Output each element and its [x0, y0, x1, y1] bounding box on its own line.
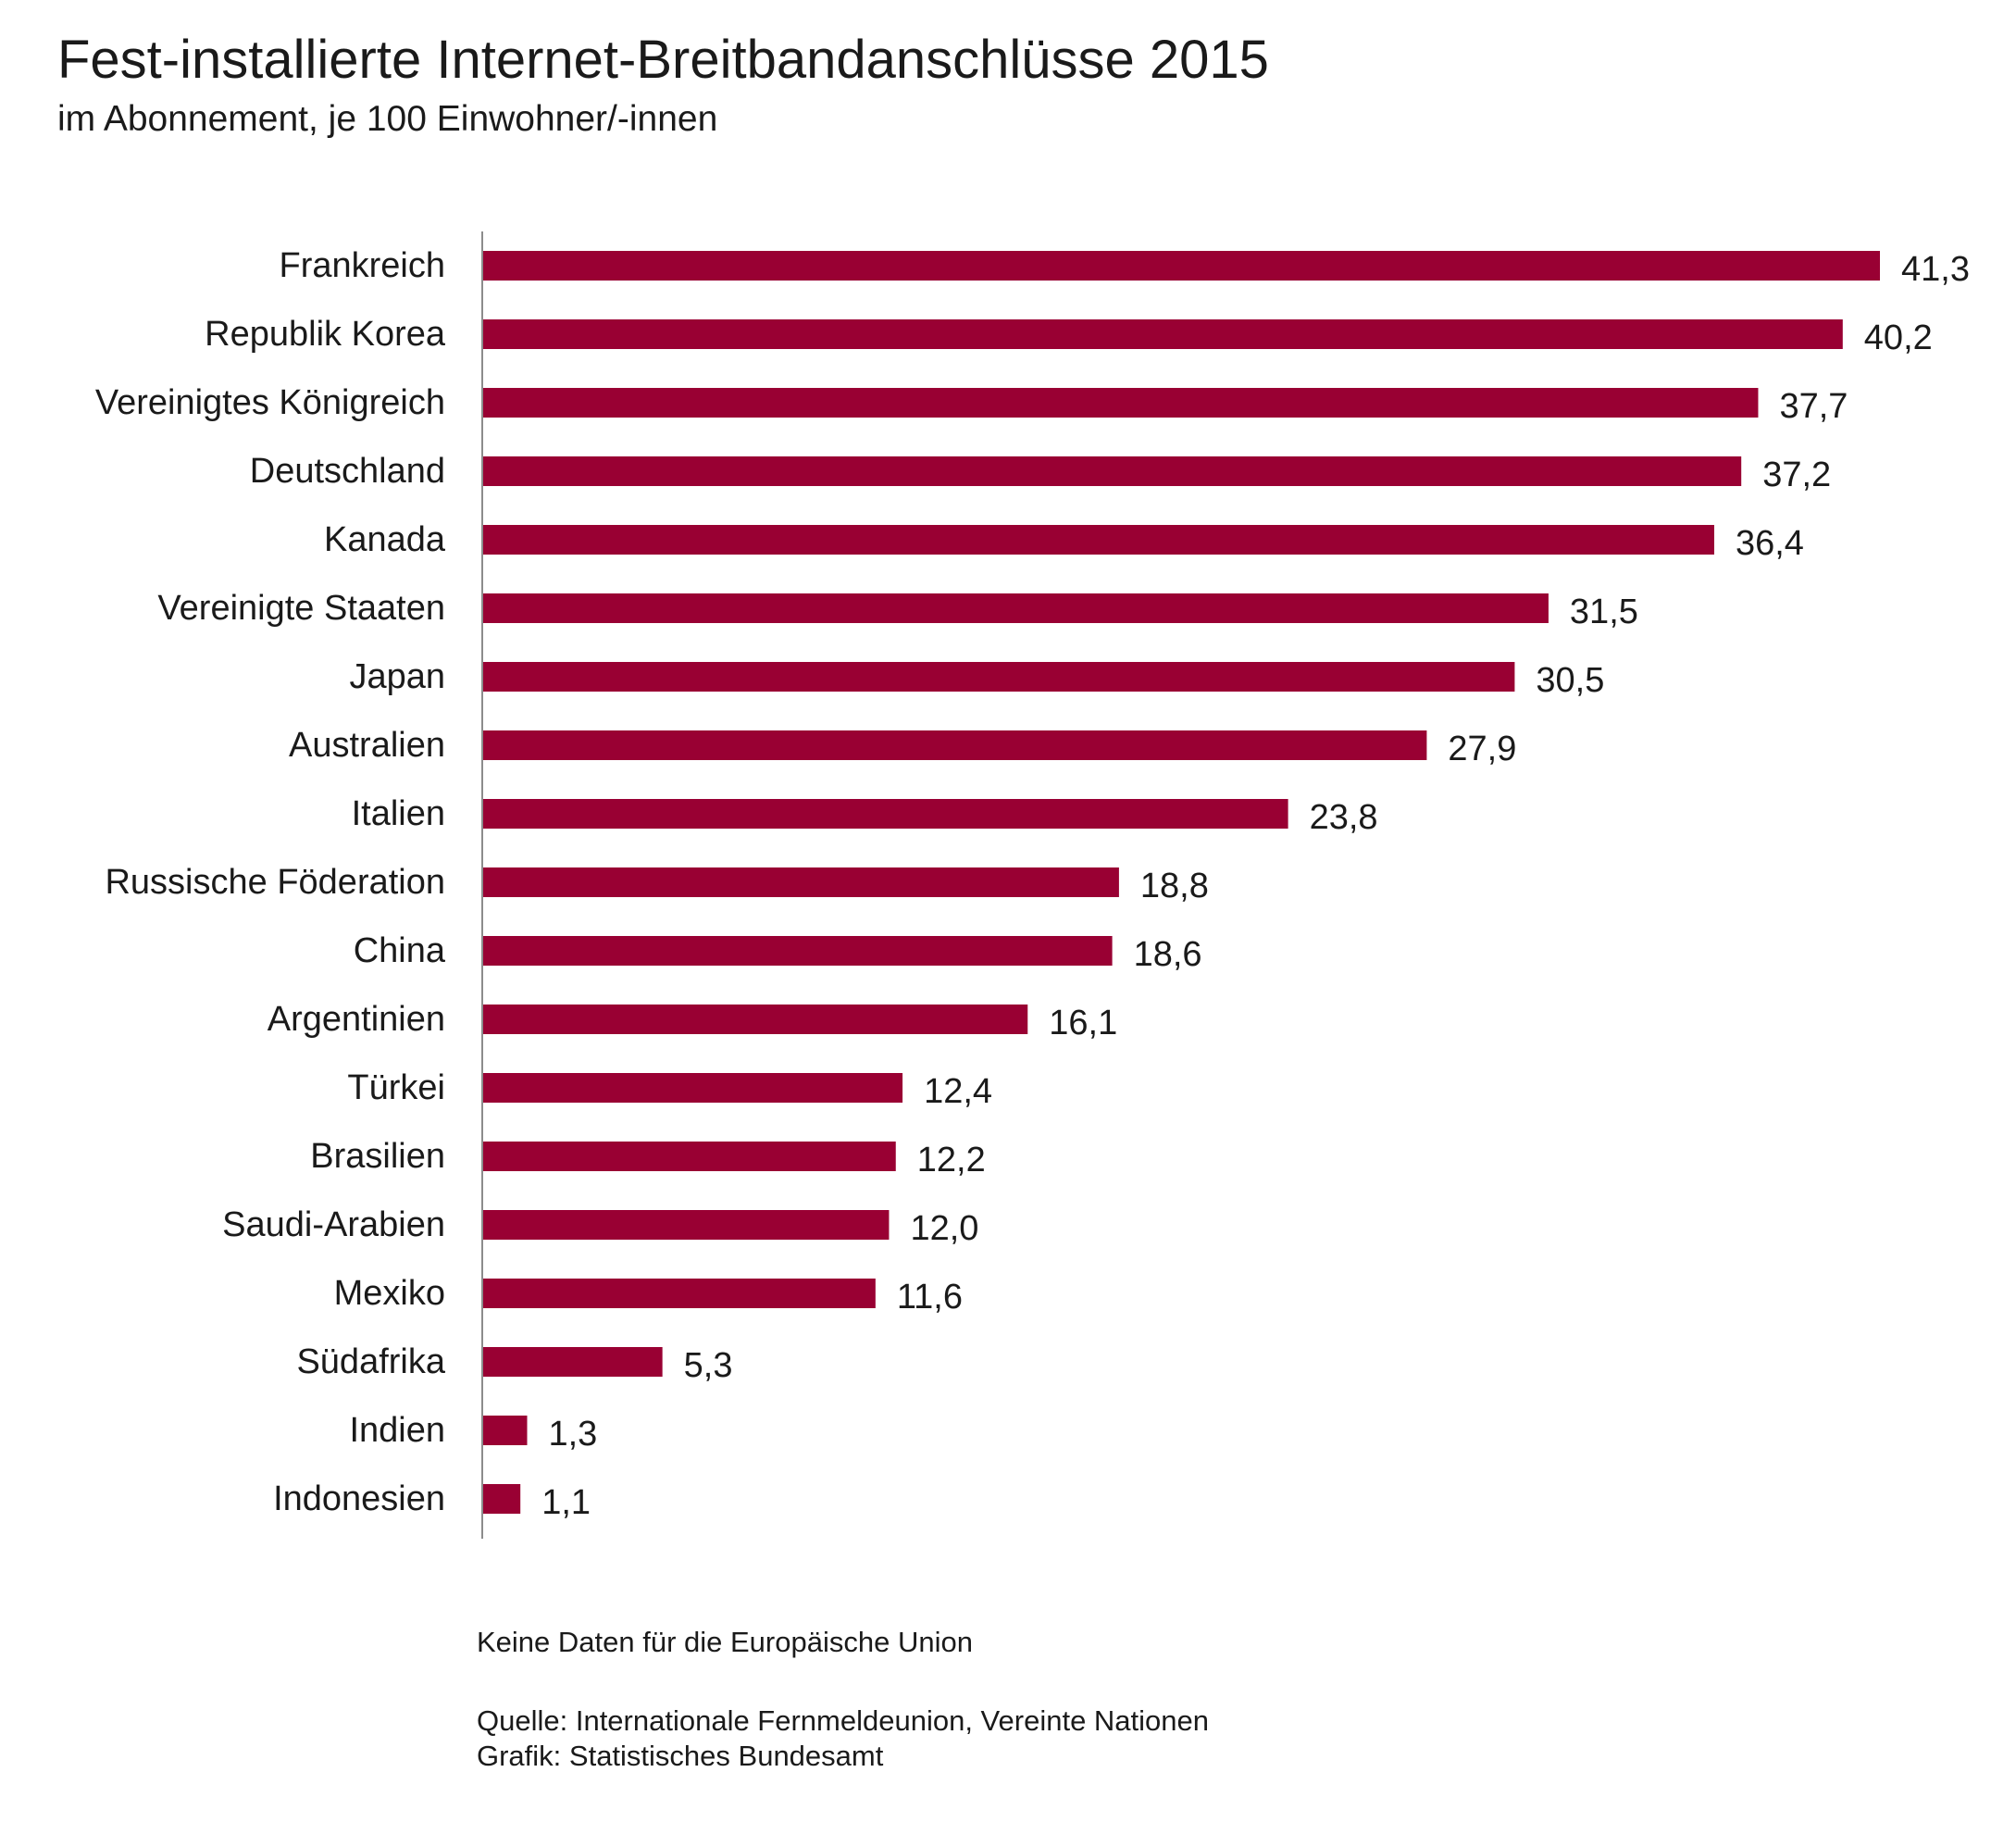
bar-17	[483, 1347, 663, 1377]
value-label: 12,0	[910, 1209, 978, 1248]
value-labels: 41,3 40,2 37,7 37,2 36,4 31,5 30,5 27,9 23,8 18,8…	[541, 250, 1970, 1522]
bar-19	[483, 1484, 521, 1514]
category-labels: Frankreich Republik Korea Vereinigtes Köni…	[95, 246, 446, 1518]
category-label: Russische Föderation	[105, 863, 445, 902]
value-label: 27,9	[1448, 730, 1516, 768]
chart-subtitle: im Abonnement, je 100 Einwohner/-innen	[57, 99, 718, 139]
chart-title: Fest-installierte Internet-Breitbandansc…	[57, 30, 1269, 90]
value-label: 16,1	[1049, 1004, 1117, 1042]
bar-9	[483, 799, 1288, 829]
value-label: 12,4	[924, 1072, 992, 1111]
bar-chart: Frankreich Republik Korea Vereinigtes Köni…	[95, 231, 1970, 1539]
bar-5	[483, 525, 1714, 555]
category-label: Kanada	[324, 520, 446, 559]
no-data-note: Keine Daten für die Europäische Union	[477, 1626, 973, 1658]
value-label: 18,8	[1140, 867, 1209, 905]
bar-7	[483, 662, 1515, 692]
bar-18	[483, 1416, 528, 1445]
bar-13	[483, 1073, 903, 1103]
bar-4	[483, 456, 1742, 486]
value-label: 37,2	[1762, 456, 1831, 494]
bars-group	[483, 251, 1880, 1514]
category-label: Südafrika	[296, 1342, 445, 1381]
value-label: 30,5	[1536, 661, 1604, 700]
category-label: Deutschland	[250, 452, 445, 491]
bar-15	[483, 1210, 890, 1240]
source-note: Quelle: Internationale Fernmeldeunion, V…	[477, 1704, 1210, 1737]
category-label: Republik Korea	[205, 315, 446, 354]
value-label: 12,2	[917, 1141, 986, 1179]
category-label: Brasilien	[310, 1137, 445, 1176]
bar-16	[483, 1279, 876, 1308]
category-label: Japan	[349, 657, 445, 696]
category-label: Indonesien	[273, 1479, 445, 1518]
category-label: Mexiko	[334, 1274, 445, 1313]
bar-6	[483, 593, 1549, 623]
bar-2	[483, 319, 1843, 349]
value-label: 11,6	[897, 1278, 963, 1317]
bar-1	[483, 251, 1880, 281]
category-label: Indien	[349, 1411, 445, 1450]
value-label: 5,3	[684, 1346, 733, 1385]
value-label: 1,1	[541, 1483, 591, 1522]
value-label: 1,3	[548, 1415, 597, 1454]
value-label: 41,3	[1901, 250, 1970, 289]
category-label: Türkei	[347, 1068, 445, 1107]
bar-3	[483, 388, 1759, 418]
category-label: Australien	[289, 726, 445, 765]
category-label: Vereinigtes Königreich	[95, 383, 445, 422]
category-label: Frankreich	[280, 246, 446, 285]
bar-14	[483, 1142, 896, 1171]
category-label: Vereinigte Staaten	[157, 589, 445, 628]
category-label: China	[354, 931, 446, 970]
category-label: Italien	[352, 794, 445, 833]
bar-11	[483, 936, 1113, 966]
bar-8	[483, 730, 1427, 760]
category-label: Saudi-Arabien	[222, 1205, 445, 1244]
value-label: 36,4	[1736, 524, 1804, 563]
value-label: 18,6	[1134, 935, 1202, 974]
bar-10	[483, 867, 1119, 897]
value-label: 37,7	[1779, 387, 1848, 426]
value-label: 40,2	[1864, 318, 1933, 357]
value-label: 31,5	[1570, 593, 1638, 631]
bar-12	[483, 1005, 1028, 1034]
category-label: Argentinien	[268, 1000, 445, 1039]
value-label: 23,8	[1310, 798, 1378, 837]
graphic-credit: Grafik: Statistisches Bundesamt	[477, 1740, 884, 1772]
